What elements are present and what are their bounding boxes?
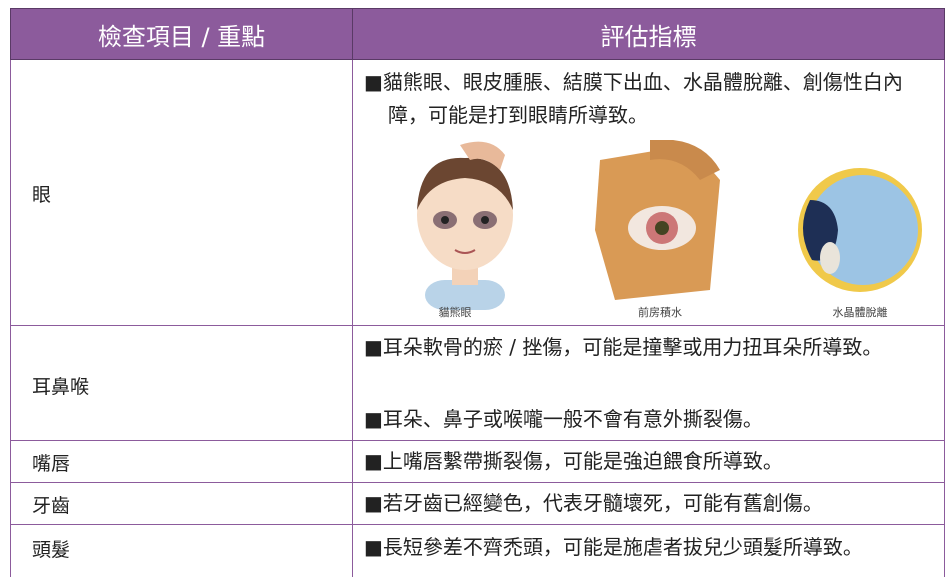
border [10,60,11,577]
header-cell: 檢查項目 / 重點 [10,8,353,60]
eyeball-illustration [798,168,922,292]
caption: 貓熊眼 [438,306,472,319]
column-divider [352,60,353,577]
illustrations [417,140,922,310]
note: ■耳朵、鼻子或喉嚨一般不會有意外撕裂傷。 [364,407,763,431]
row-divider [10,482,945,483]
item: 眼 [32,184,52,206]
eye-illustration [595,140,720,300]
face-illustration [417,141,513,310]
item: 耳鼻喉 [32,376,90,398]
note: ■上嘴唇繫帶撕裂傷，可能是強迫餵食所導致。 [364,449,783,473]
note: ■貓熊眼、眼皮腫脹、結膜下出血、水晶體脫離、創傷性白內障，可能是打到眼睛所導致。 [364,70,903,127]
row-divider [10,325,945,326]
header-cell: 評估指標 [352,8,945,60]
item: 牙齒 [32,495,71,517]
row-divider [10,524,945,525]
border [944,60,945,577]
item: 頭髮 [32,539,71,561]
row-divider [10,440,945,441]
caption: 前房積水 [638,306,682,319]
caption: 水晶體脫離 [832,306,888,319]
item: 嘴唇 [32,453,71,475]
note: ■若牙齒已經變色，代表牙髓壞死，可能有舊創傷。 [364,491,823,515]
note: ■耳朵軟骨的瘀 / 挫傷，可能是撞擊或用力扭耳朵所導致。 [364,335,883,359]
note: ■長短參差不齊禿頭，可能是施虐者拔兒少頭髮所導致。 [364,535,863,559]
